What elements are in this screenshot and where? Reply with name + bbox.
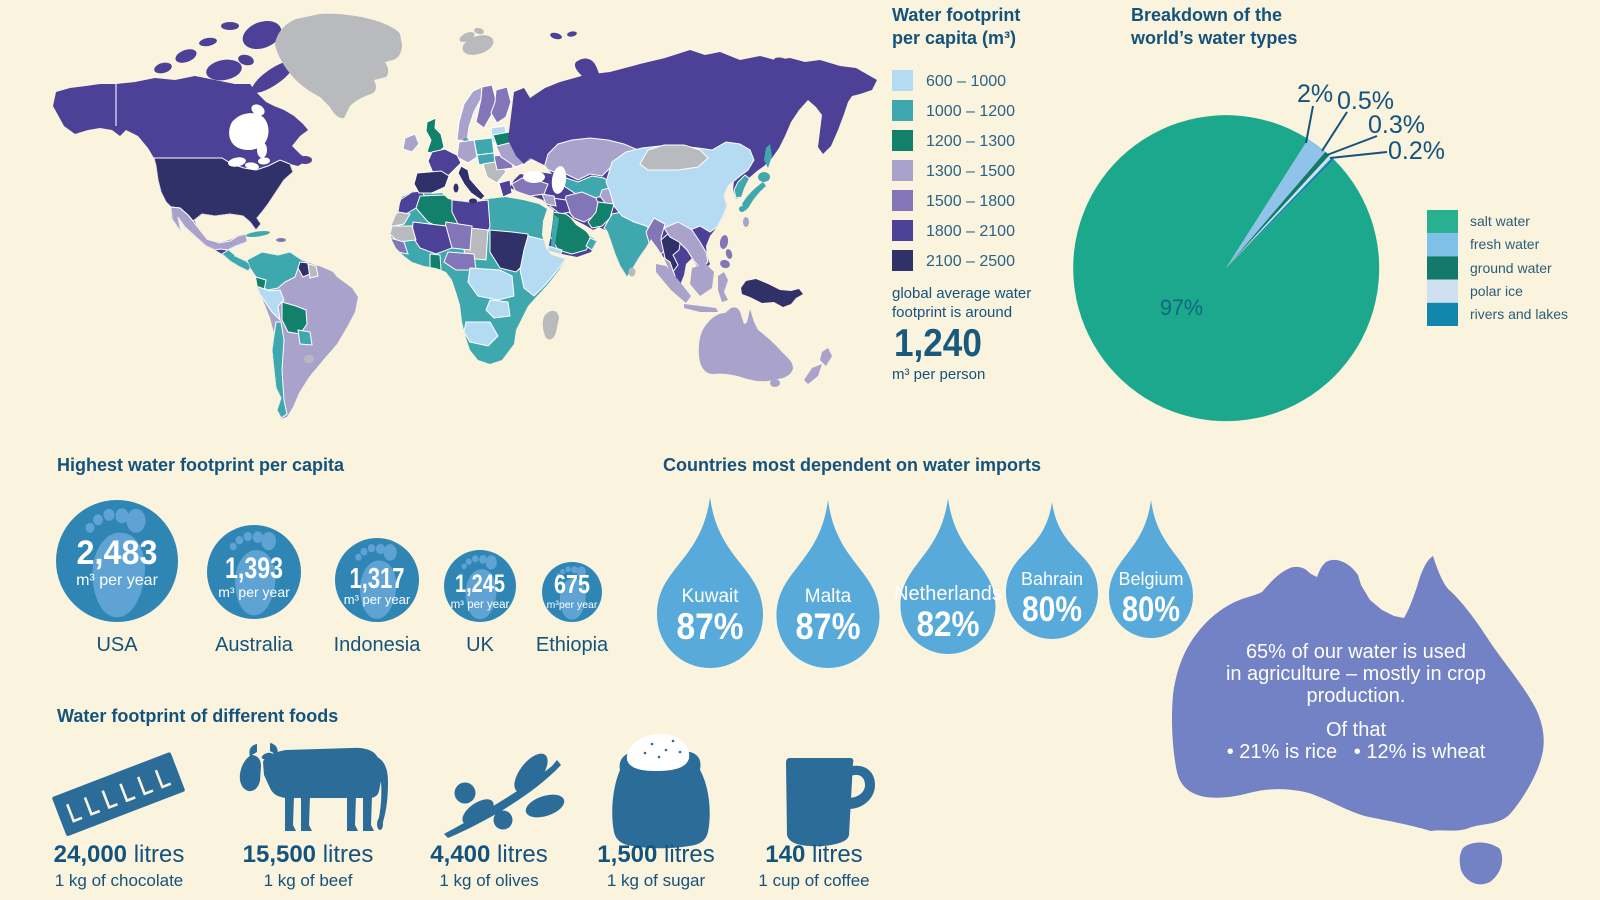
svg-text:m³ per year: m³ per year	[451, 599, 510, 611]
svg-text:USA: USA	[96, 634, 138, 656]
svg-text:Australia: Australia	[215, 634, 294, 656]
svg-text:4,400 litres: 4,400 litres	[430, 841, 547, 868]
svg-text:1,245: 1,245	[455, 570, 505, 598]
svg-text:Indonesia: Indonesia	[334, 634, 422, 656]
svg-text:• 21% is rice • 12% is wheat: • 21% is rice • 12% is wheat	[1227, 741, 1486, 763]
svg-text:salt water: salt water	[1470, 213, 1530, 229]
svg-text:1 kg of olives: 1 kg of olives	[439, 871, 538, 890]
svg-text:24,000 litres: 24,000 litres	[54, 841, 185, 868]
svg-text:80%: 80%	[1122, 590, 1180, 629]
svg-text:Of that: Of that	[1326, 719, 1386, 741]
svg-text:65% of our water is used: 65% of our water is used	[1246, 641, 1466, 663]
svg-text:Kuwait: Kuwait	[681, 586, 739, 607]
svg-text:Netherlands: Netherlands	[894, 583, 1002, 605]
svg-text:1,317: 1,317	[350, 563, 405, 595]
svg-text:97%: 97%	[1160, 295, 1203, 320]
svg-text:0.3%: 0.3%	[1368, 111, 1425, 139]
svg-text:1,393: 1,393	[225, 552, 283, 585]
svg-text:0.5%: 0.5%	[1337, 87, 1394, 115]
svg-text:ground water: ground water	[1470, 260, 1552, 276]
svg-text:1000 – 1200: 1000 – 1200	[926, 103, 1015, 120]
svg-text:m³ per year: m³ per year	[76, 572, 158, 589]
svg-text:m³ per year: m³ per year	[344, 592, 411, 607]
svg-text:1 kg of sugar: 1 kg of sugar	[607, 871, 706, 890]
svg-text:1,500 litres: 1,500 litres	[597, 841, 714, 868]
svg-text:1 kg of beef: 1 kg of beef	[264, 871, 353, 890]
svg-text:polar ice: polar ice	[1470, 283, 1523, 299]
svg-text:1200 – 1300: 1200 – 1300	[926, 133, 1015, 150]
svg-text:m³ per year: m³ per year	[218, 584, 290, 600]
svg-text:in agriculture – mostly in cro: in agriculture – mostly in crop	[1226, 663, 1486, 685]
svg-text:2%: 2%	[1297, 80, 1333, 108]
svg-text:15,500 litres: 15,500 litres	[243, 841, 374, 868]
svg-text:82%: 82%	[917, 605, 980, 644]
svg-text:rivers and lakes: rivers and lakes	[1470, 306, 1568, 322]
svg-text:87%: 87%	[677, 606, 744, 647]
svg-text:2100 – 2500: 2100 – 2500	[926, 253, 1015, 270]
svg-text:m³per year: m³per year	[547, 599, 598, 611]
svg-text:0.2%: 0.2%	[1388, 137, 1445, 165]
svg-text:1800 – 2100: 1800 – 2100	[926, 223, 1015, 240]
svg-text:production.: production.	[1307, 685, 1406, 707]
svg-text:Malta: Malta	[805, 586, 852, 607]
svg-text:1 kg of chocolate: 1 kg of chocolate	[55, 871, 184, 890]
svg-text:Bahrain: Bahrain	[1021, 569, 1083, 589]
svg-text:675: 675	[554, 569, 590, 599]
svg-text:UK: UK	[466, 634, 494, 656]
svg-text:fresh water: fresh water	[1470, 236, 1540, 252]
svg-text:600 – 1000: 600 – 1000	[926, 73, 1006, 90]
svg-text:87%: 87%	[796, 606, 861, 647]
svg-text:Ethiopia: Ethiopia	[536, 634, 609, 656]
svg-text:80%: 80%	[1022, 590, 1082, 629]
svg-text:1300 – 1500: 1300 – 1500	[926, 163, 1015, 180]
svg-text:Belgium: Belgium	[1118, 569, 1183, 589]
svg-text:1500 – 1800: 1500 – 1800	[926, 193, 1015, 210]
svg-text:2,483: 2,483	[77, 534, 158, 572]
svg-text:140 litres: 140 litres	[765, 841, 862, 868]
svg-text:1 cup of coffee: 1 cup of coffee	[758, 871, 869, 890]
